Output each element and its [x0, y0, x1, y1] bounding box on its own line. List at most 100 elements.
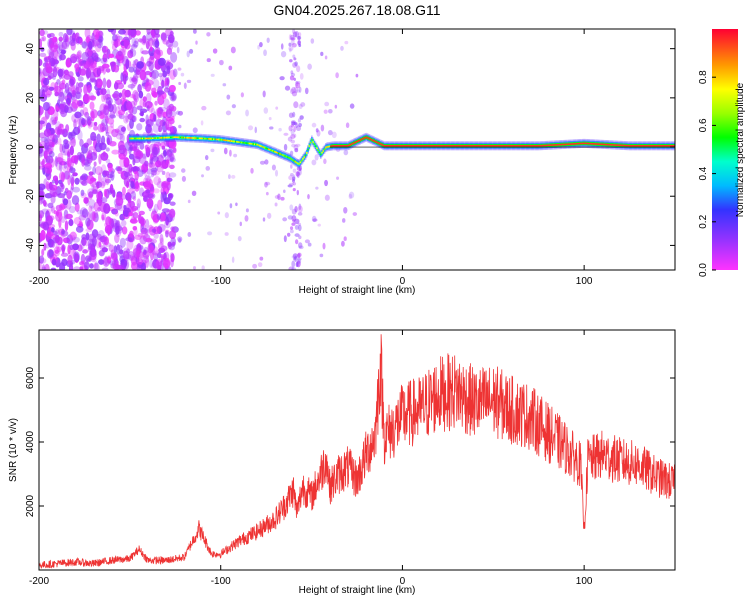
- spectrogram-cell: [65, 59, 71, 68]
- spectrogram-cell: [67, 254, 73, 266]
- spectrogram-cell: [293, 133, 297, 138]
- spectrogram-cell: [66, 157, 72, 167]
- spectrogram-cell: [40, 116, 48, 127]
- spectrogram-cell: [334, 104, 338, 109]
- spectrogram-cell: [122, 156, 129, 166]
- spectrogram-cell: [57, 137, 62, 146]
- spectrogram-cell: [163, 149, 167, 157]
- spectrogram-cell: [146, 137, 149, 140]
- spectrogram-cell: [416, 145, 419, 147]
- spectrogram-cell: [304, 239, 310, 244]
- spectrogram-cell: [105, 131, 110, 137]
- spectrogram-cell: [265, 147, 267, 149]
- spectrogram-cell: [152, 208, 156, 215]
- spectrogram-cell: [431, 145, 434, 147]
- spectrogram-cell: [98, 142, 107, 151]
- x-tick-label: 100: [576, 576, 593, 587]
- spectrogram-cell: [292, 29, 296, 35]
- spectrogram-cell: [150, 137, 153, 140]
- spectrogram-cell: [139, 217, 146, 226]
- spectrogram-cell: [130, 47, 134, 54]
- spectrogram-cell: [56, 209, 63, 219]
- spectrogram-cell: [230, 46, 236, 54]
- spectrogram-cell: [271, 149, 274, 152]
- spectrogram-cell: [291, 86, 296, 94]
- spectrogram-cell: [140, 227, 148, 235]
- spectrogram-cell: [129, 29, 137, 37]
- spectrogram-cell: [257, 262, 263, 268]
- spectrogram-cell: [333, 145, 336, 147]
- spectrogram-cell: [367, 137, 369, 139]
- spectrogram-cell: [61, 228, 65, 235]
- spectrogram-cell: [672, 145, 674, 147]
- spectrogram-cell: [120, 219, 127, 227]
- spectrogram-cell: [629, 145, 631, 147]
- spectrogram-cell: [130, 166, 138, 172]
- spectrogram-cell: [140, 137, 143, 140]
- spectrogram-cell: [153, 176, 161, 186]
- spectrogram-cell: [260, 145, 262, 147]
- spectrogram-cell: [294, 233, 300, 237]
- spectrogram-cell: [169, 157, 176, 163]
- spectrogram-cell: [239, 221, 242, 227]
- spectrogram-cell: [115, 219, 120, 229]
- spectrogram-cell: [208, 138, 210, 140]
- spectrogram-cell: [382, 144, 384, 147]
- spectrogram-cell: [49, 133, 57, 140]
- spectrogram-cell: [142, 100, 147, 108]
- spectrogram-cell: [158, 137, 161, 139]
- spectrogram-cell: [242, 141, 244, 144]
- spectrogram-cell: [77, 76, 84, 82]
- spectrogram-cell: [196, 137, 199, 139]
- spectrogram-cell: [567, 143, 570, 145]
- spectrogram-cell: [166, 105, 173, 115]
- spectrogram-cell: [127, 84, 136, 89]
- spectrogram-cell: [123, 171, 130, 178]
- spectrogram-cell: [132, 212, 139, 219]
- spectrogram-cell: [162, 136, 164, 139]
- spectrogram-cell: [88, 205, 93, 213]
- spectrogram-cell: [151, 170, 160, 176]
- spectrogram-cell: [353, 142, 355, 144]
- spectrogram-cell: [53, 117, 58, 124]
- spectrogram-cell: [297, 224, 302, 232]
- spectrogram-cell: [105, 96, 113, 106]
- spectrogram-cell: [153, 142, 162, 147]
- spectrogram-cell: [191, 137, 194, 139]
- spectrogram-cell: [41, 264, 46, 270]
- spectrogram-cell: [311, 139, 313, 141]
- spectrogram-cell: [139, 38, 146, 44]
- spectrogram-cell: [49, 51, 54, 59]
- spectrogram-cell: [277, 193, 281, 201]
- spectrogram-cell: [40, 196, 46, 204]
- spectrogram-cell: [57, 193, 66, 199]
- spectrogram-cell: [46, 208, 51, 217]
- spectrogram-cell: [414, 145, 416, 147]
- spectrogram-cell: [172, 68, 178, 78]
- spectrogram-cell: [68, 263, 74, 270]
- spectrogram-cell: [370, 138, 373, 141]
- spectrogram-cell: [336, 176, 340, 180]
- spectrogram-cell: [132, 195, 137, 202]
- spectrogram-cell: [295, 161, 298, 164]
- spectrogram-cell: [355, 141, 358, 143]
- spectrogram-cell: [85, 232, 90, 241]
- spectrogram-cell: [93, 161, 97, 167]
- spectrogram-cell: [480, 145, 482, 147]
- spectrogram-cell: [104, 178, 112, 184]
- spectrogram-cell: [143, 189, 152, 195]
- spectrogram-cell: [117, 102, 125, 111]
- spectrogram-cell: [294, 160, 297, 163]
- spectrogram-cell: [216, 138, 219, 141]
- spectrogram-cell: [50, 267, 57, 270]
- spectrogram-cell: [178, 81, 182, 86]
- spectrogram-cell: [288, 46, 294, 51]
- spectrogram-cell: [653, 145, 655, 147]
- spectrogram-cell: [536, 145, 538, 147]
- spectrogram-cell: [67, 149, 71, 158]
- spectrogram-cell: [149, 259, 153, 268]
- spectrogram-cell: [147, 192, 156, 200]
- spectrogram-cell: [475, 145, 477, 147]
- spectrogram-cell: [223, 139, 225, 141]
- spectrogram-cell: [95, 181, 103, 189]
